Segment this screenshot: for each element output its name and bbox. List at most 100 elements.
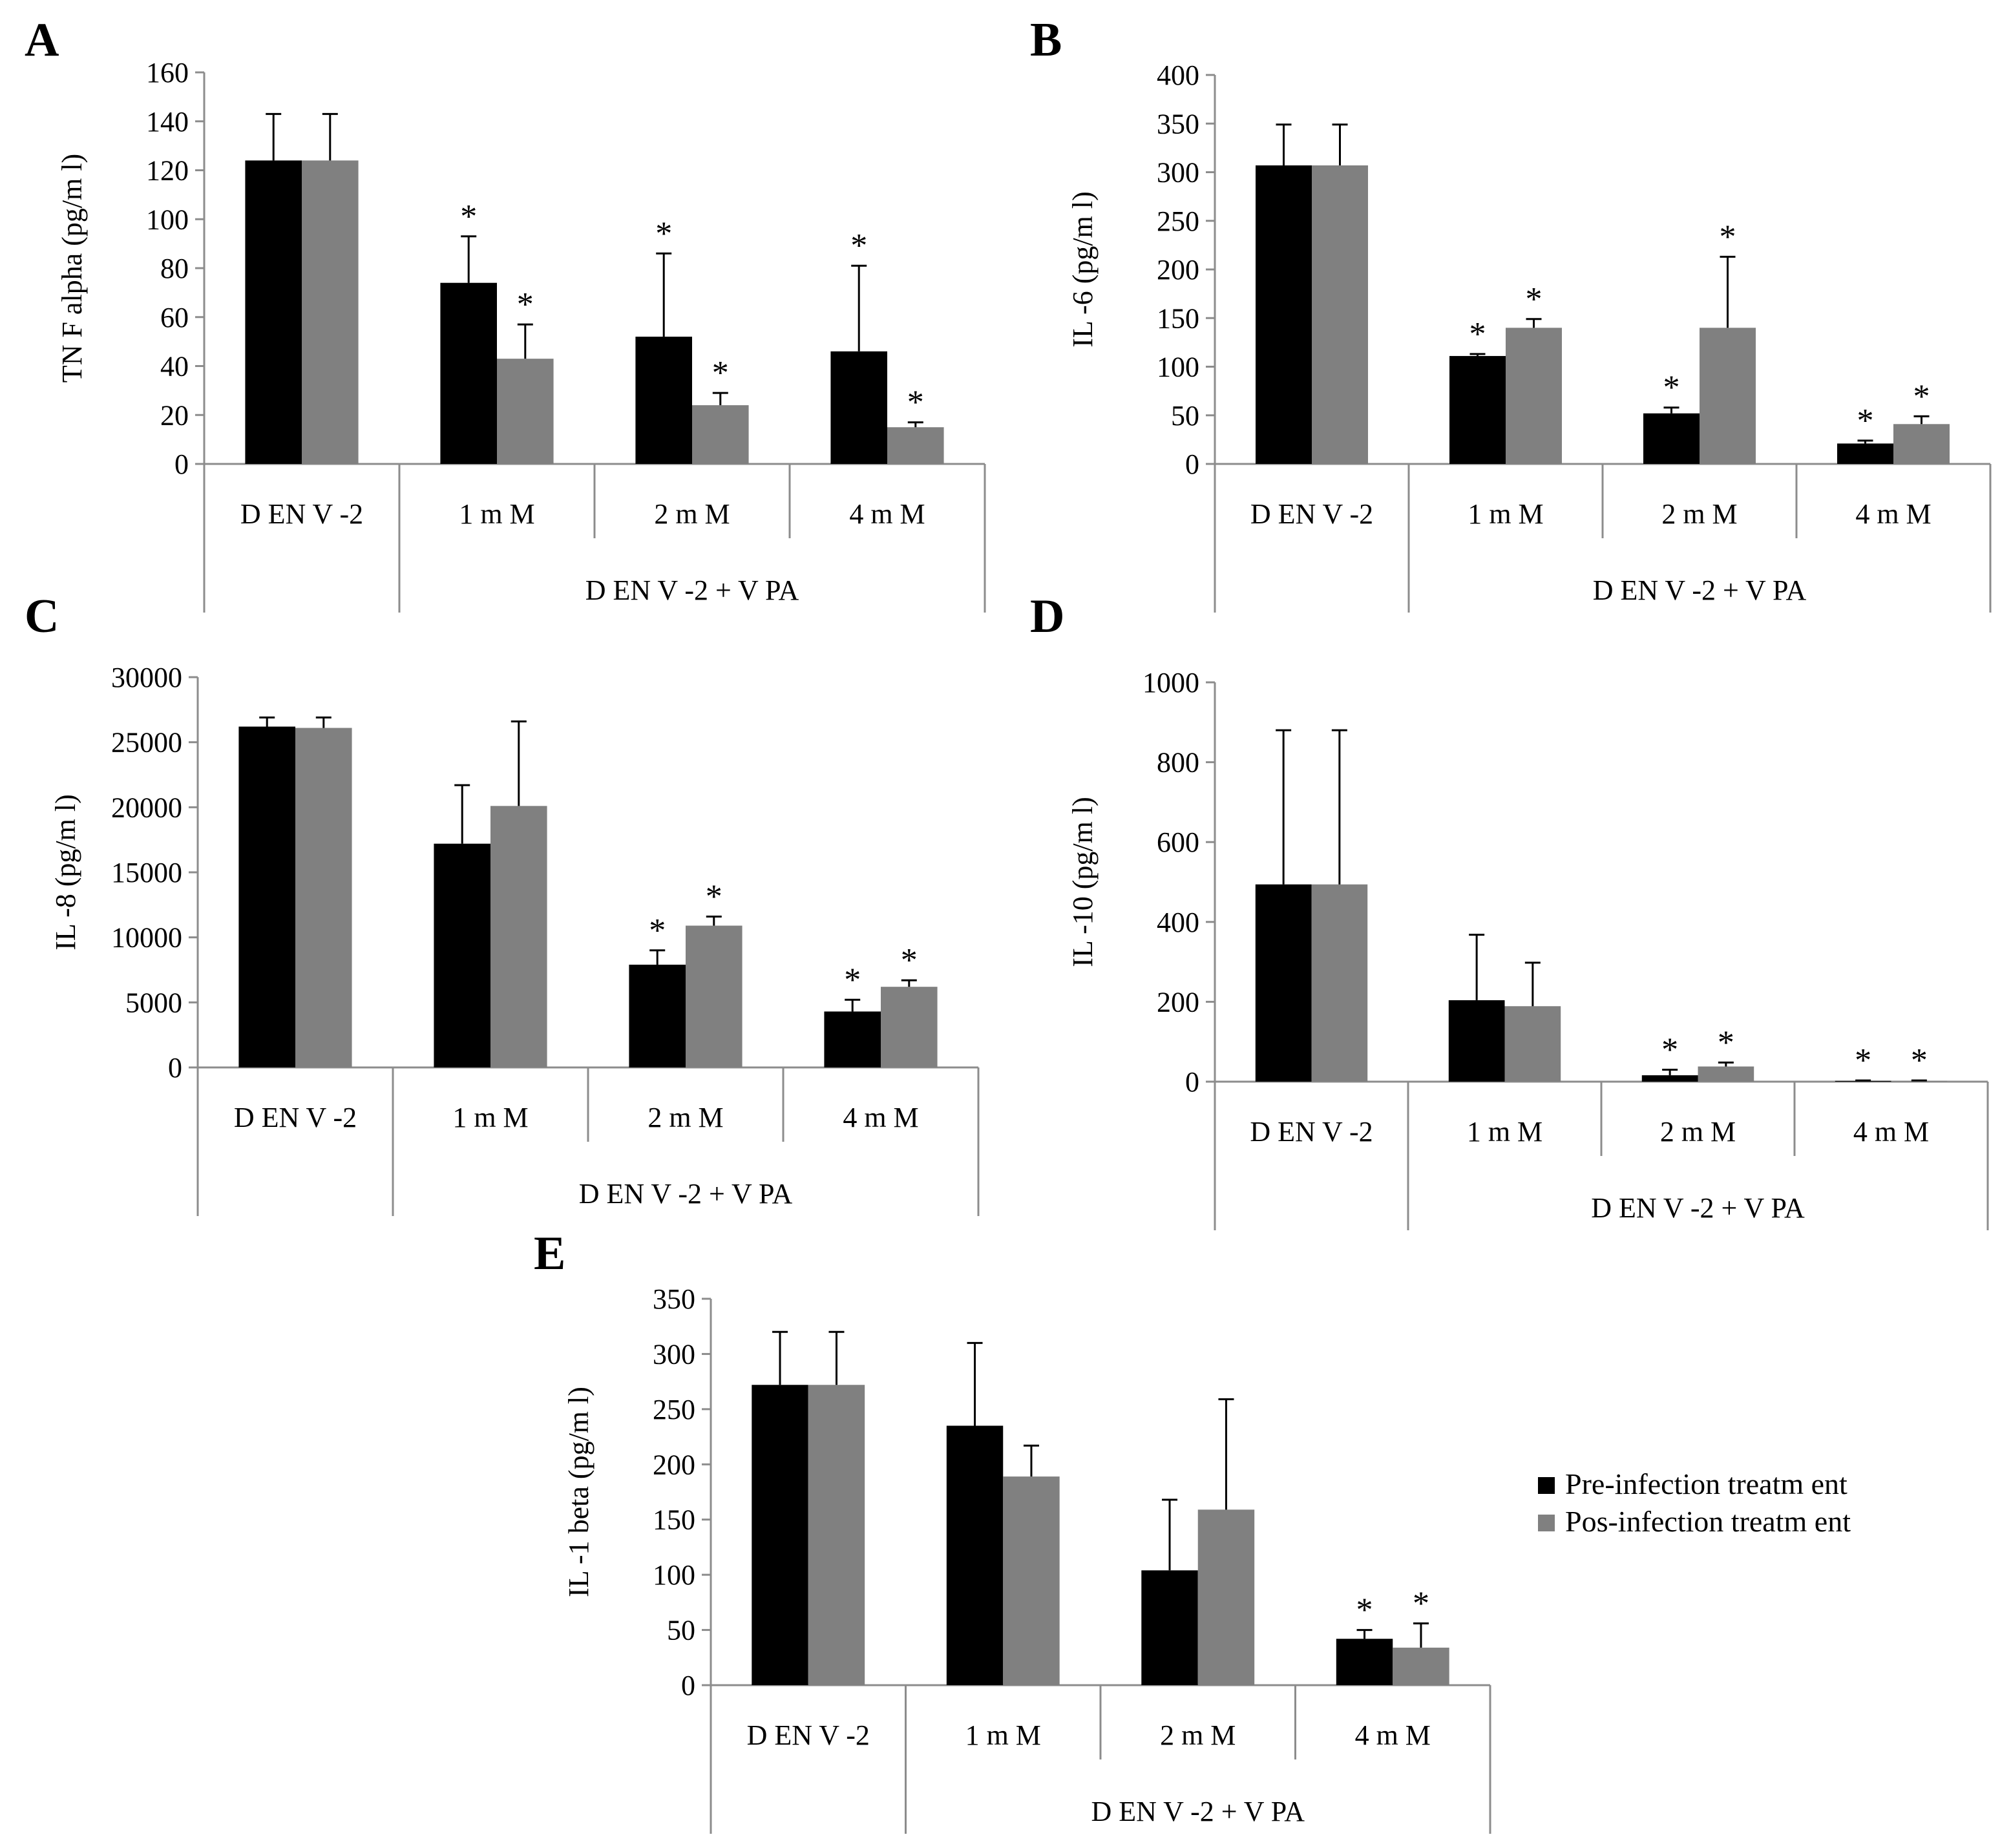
bar-pos	[497, 359, 554, 464]
x-tick-label: 2 m M	[648, 1102, 723, 1133]
significance-star: *	[1911, 1042, 1928, 1079]
y-tick-label: 0	[168, 1052, 182, 1084]
significance-star: *	[901, 942, 918, 979]
bar-pos	[686, 925, 742, 1067]
x-tick-label: 2 m M	[1660, 1116, 1736, 1148]
significance-star: *	[712, 355, 729, 392]
bar-pos	[1393, 1647, 1449, 1685]
bar-pos	[1698, 1066, 1754, 1082]
bar-pos	[808, 1385, 865, 1685]
y-tick-label: 400	[1157, 907, 1199, 938]
panel-c: C 0 5000 10000 15000 20000 25000 30000 IL -8 (pg…	[25, 590, 980, 1216]
y-tick-label: 100	[653, 1559, 695, 1591]
significance-star: *	[850, 227, 867, 264]
x-group-label: D EN V -2 + V PA	[1591, 1192, 1805, 1224]
y-tick-label: 350	[653, 1283, 695, 1315]
x-tick-label: D EN V -2	[240, 498, 363, 530]
x-group-label: D EN V -2 + V PA	[585, 574, 799, 606]
y-tick-label: 0	[174, 448, 189, 480]
significance-star: *	[1661, 1031, 1678, 1068]
panel-a: A 0 20 40 60 80 100 120 140 160 TN F alpha (pg/m l…	[25, 14, 986, 613]
significance-star: *	[1356, 1592, 1373, 1629]
bar-pos	[302, 160, 359, 464]
significance-star: *	[517, 286, 534, 323]
significance-star: *	[655, 215, 672, 252]
y-tick-label: 200	[1157, 986, 1199, 1018]
y-tick-label: 120	[146, 155, 189, 187]
x-tick-label: 1 m M	[965, 1719, 1041, 1751]
x-group-label: D EN V -2 + V PA	[1091, 1796, 1305, 1827]
y-axis-label: IL -1 beta (pg/m l)	[563, 1387, 595, 1597]
bar-pos	[1893, 424, 1950, 464]
significance-star: *	[907, 384, 924, 421]
panel-e: E 0 50 100 150 200 250 300 350 IL -1 beta (pg/m l…	[534, 1227, 1491, 1834]
significance-star: *	[1718, 1024, 1734, 1061]
bar-pre	[1643, 413, 1700, 464]
y-tick-label: 10000	[111, 922, 182, 954]
bar-pre	[1641, 1075, 1698, 1082]
bar-pos	[1700, 328, 1756, 464]
y-axis-label: IL -10 (pg/m l)	[1067, 797, 1099, 967]
x-tick-label: 1 m M	[452, 1102, 528, 1133]
bar-pre	[635, 337, 692, 464]
y-tick-label: 80	[160, 253, 189, 284]
bar-pos	[881, 987, 938, 1067]
significance-star: *	[1663, 370, 1680, 406]
bar-pre	[946, 1425, 1004, 1685]
bar-pre	[1449, 355, 1506, 464]
bar-pos	[1506, 328, 1562, 464]
significance-star: *	[844, 961, 861, 998]
bar-pre	[752, 1385, 808, 1685]
panel-letter: E	[534, 1227, 565, 1280]
bar-pre	[1141, 1570, 1198, 1685]
y-tick-label: 150	[653, 1504, 695, 1536]
significance-star: *	[460, 198, 477, 235]
y-tick-label: 0	[681, 1670, 695, 1701]
bar-pos	[1504, 1006, 1561, 1082]
y-tick-label: 250	[653, 1394, 695, 1425]
bar-pos	[295, 728, 352, 1067]
y-tick-label: 600	[1157, 826, 1199, 858]
x-tick-label: 2 m M	[1661, 498, 1737, 530]
x-tick-label: D EN V -2	[234, 1102, 357, 1133]
y-tick-label: 160	[146, 57, 189, 89]
legend-swatch-pre	[1538, 1477, 1555, 1494]
y-tick-label: 50	[1171, 400, 1199, 432]
y-tick-label: 60	[160, 302, 189, 333]
y-tick-label: 30000	[111, 662, 182, 693]
panel-letter: A	[25, 14, 59, 67]
x-tick-label: 4 m M	[1355, 1719, 1431, 1751]
y-tick-label: 0	[1185, 1066, 1199, 1098]
significance-star: *	[1857, 403, 1874, 439]
x-tick-label: 4 m M	[1855, 498, 1931, 530]
y-tick-label: 800	[1157, 747, 1199, 779]
bar-pre	[1837, 443, 1893, 464]
y-axis-label: TN F alpha (pg/m l)	[56, 154, 88, 383]
y-tick-label: 350	[1157, 108, 1199, 140]
bar-pos	[1197, 1509, 1255, 1685]
y-tick-label: 5000	[125, 987, 182, 1018]
y-tick-label: 250	[1157, 205, 1199, 237]
x-tick-label: 4 m M	[849, 498, 925, 530]
y-tick-label: 300	[653, 1338, 695, 1370]
x-tick-label: D EN V -2	[1250, 1116, 1373, 1148]
y-tick-label: 25000	[111, 727, 182, 759]
x-tick-label: 4 m M	[843, 1102, 918, 1133]
bar-pre	[830, 351, 887, 464]
x-group-label: D EN V -2 + V PA	[1593, 574, 1807, 606]
legend-swatch-pos	[1538, 1515, 1555, 1531]
y-tick-label: 100	[1157, 352, 1199, 383]
y-tick-label: 400	[1157, 59, 1199, 91]
legend-label-pos: Pos-infection treatm ent	[1565, 1505, 1851, 1538]
bar-pre	[440, 282, 497, 464]
y-tick-label: 200	[653, 1449, 695, 1480]
bar-pre	[1336, 1639, 1393, 1685]
x-tick-label: 1 m M	[459, 498, 534, 530]
x-tick-label: D EN V -2	[1250, 498, 1373, 530]
legend: Pre-infection treatm ent Pos-infection t…	[1538, 1467, 1851, 1538]
x-tick-label: D EN V -2	[747, 1719, 870, 1751]
bar-pos	[1311, 884, 1368, 1082]
y-tick-label: 15000	[111, 857, 182, 888]
bar-pre	[245, 160, 302, 464]
